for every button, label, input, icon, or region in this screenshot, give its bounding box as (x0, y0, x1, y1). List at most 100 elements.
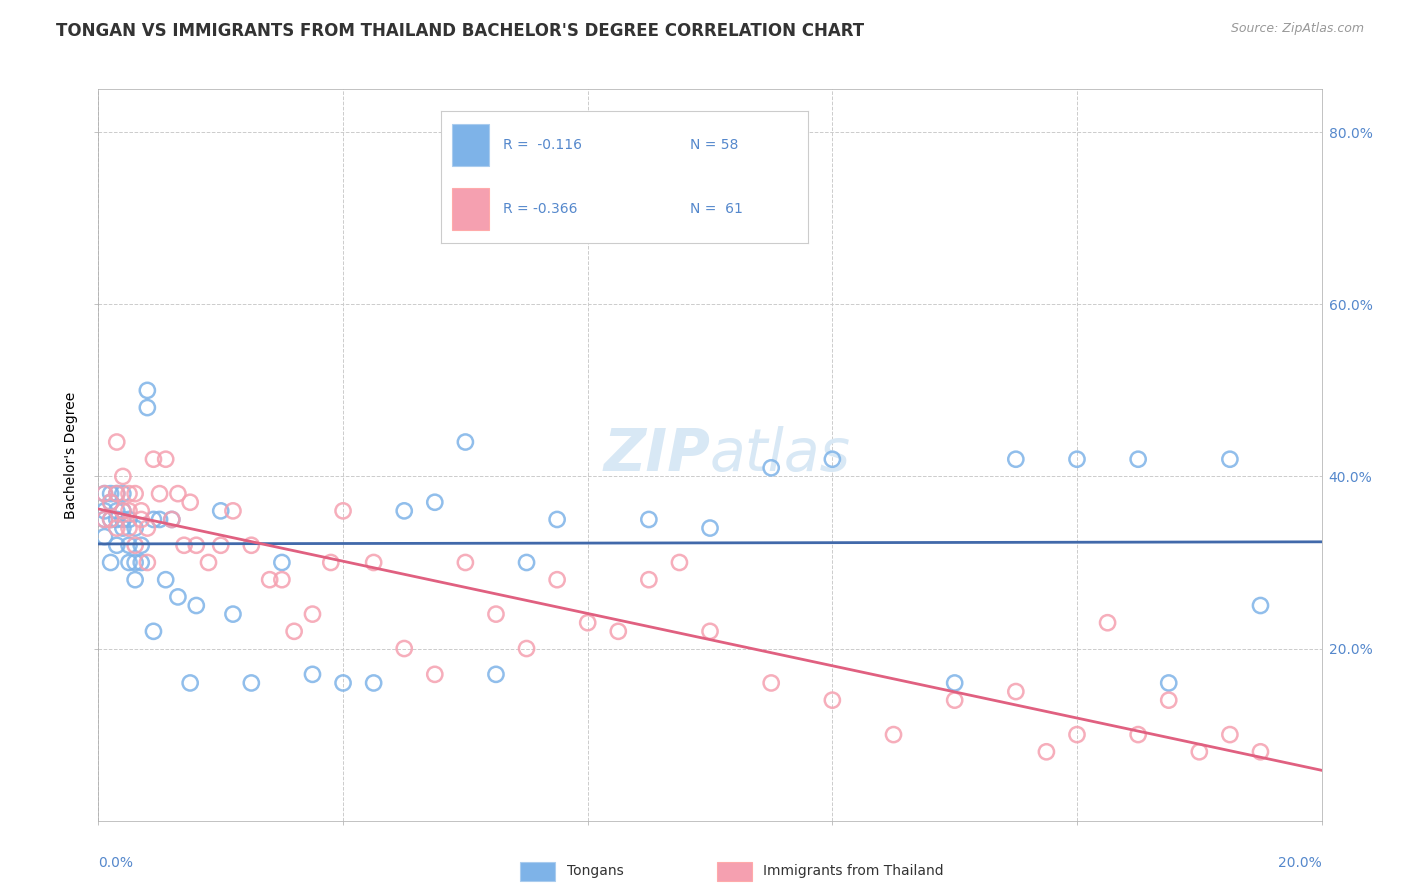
Point (105, 521, 128, 535)
Point (485, 667, 508, 681)
Point (1004, 452, 1026, 467)
Point (136, 384, 159, 398)
Point (270, 556, 292, 570)
Point (100, 486, 122, 500)
Point (637, 573, 661, 587)
Point (93, 486, 115, 500)
Point (759, 460, 782, 475)
Point (883, 728, 905, 742)
Text: atlas: atlas (710, 426, 851, 483)
Point (100, 495, 122, 509)
Text: ZIP: ZIP (603, 426, 710, 483)
Point (142, 512, 165, 526)
Point (100, 512, 122, 526)
Point (546, 573, 568, 587)
Point (637, 512, 661, 526)
Point (423, 495, 446, 509)
Point (270, 573, 292, 587)
Point (105, 486, 128, 500)
Point (124, 556, 146, 570)
Point (118, 556, 141, 570)
Point (100, 556, 122, 570)
Point (100, 512, 122, 526)
Point (118, 512, 141, 526)
Point (821, 452, 844, 467)
Point (332, 504, 354, 518)
Point (759, 676, 782, 690)
Point (105, 486, 128, 500)
Point (118, 504, 141, 518)
Point (1249, 599, 1271, 613)
Point (576, 615, 599, 630)
Point (301, 607, 323, 621)
Point (136, 521, 159, 535)
Y-axis label: Bachelor's Degree: Bachelor's Degree (65, 392, 79, 518)
Point (1035, 745, 1057, 759)
Text: Source: ZipAtlas.com: Source: ZipAtlas.com (1230, 22, 1364, 36)
Point (105, 538, 128, 552)
Point (179, 676, 201, 690)
Point (1188, 745, 1211, 759)
Point (516, 641, 538, 656)
Point (1157, 693, 1180, 707)
Point (167, 486, 190, 500)
Point (1157, 676, 1180, 690)
Point (485, 607, 508, 621)
Point (124, 521, 146, 535)
Point (124, 538, 146, 552)
Point (1219, 728, 1241, 742)
Point (259, 573, 281, 587)
Point (167, 590, 190, 604)
Point (142, 452, 165, 467)
Point (1066, 728, 1088, 742)
Point (118, 521, 141, 535)
Point (546, 512, 568, 526)
Point (155, 452, 177, 467)
Point (392, 504, 416, 518)
Point (699, 521, 721, 535)
Point (319, 556, 342, 570)
Point (1128, 728, 1150, 742)
Point (160, 512, 183, 526)
Point (105, 435, 128, 450)
Point (111, 504, 134, 518)
Point (100, 495, 122, 509)
Point (283, 624, 305, 639)
Point (105, 504, 128, 518)
Point (186, 599, 208, 613)
Point (105, 512, 128, 526)
Point (118, 538, 141, 552)
Point (129, 556, 152, 570)
Point (111, 504, 134, 518)
Point (363, 676, 385, 690)
Point (111, 521, 134, 535)
Point (111, 469, 134, 483)
Point (173, 538, 195, 552)
Point (222, 607, 245, 621)
Point (240, 676, 263, 690)
Point (332, 676, 354, 690)
Point (129, 512, 152, 526)
Point (142, 624, 165, 639)
Point (93, 512, 115, 526)
Point (1219, 452, 1241, 467)
Point (136, 556, 159, 570)
Point (93, 486, 115, 500)
Point (93, 504, 115, 518)
Point (821, 693, 844, 707)
Point (423, 667, 446, 681)
Text: Immigrants from Thailand: Immigrants from Thailand (763, 864, 943, 879)
Text: Tongans: Tongans (567, 864, 623, 879)
Point (93, 530, 115, 544)
Point (1249, 745, 1271, 759)
Point (392, 641, 416, 656)
Point (240, 538, 263, 552)
Point (516, 556, 538, 570)
Point (136, 401, 159, 415)
Point (179, 495, 201, 509)
Point (454, 435, 477, 450)
Point (186, 538, 208, 552)
Point (149, 512, 172, 526)
Point (149, 486, 172, 500)
Point (155, 573, 177, 587)
